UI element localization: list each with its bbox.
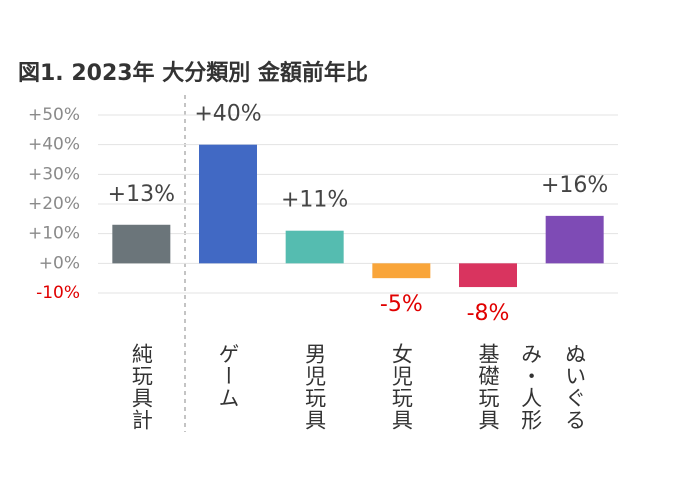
value-label: +13% <box>108 182 175 207</box>
y-tick-label: +20% <box>28 194 80 214</box>
bar <box>199 144 257 264</box>
y-tick-label: +10% <box>28 224 80 244</box>
bar <box>285 230 344 264</box>
value-label: +40% <box>194 102 261 127</box>
y-tick-label: +30% <box>28 164 80 184</box>
value-label: +16% <box>541 173 608 198</box>
bar <box>372 263 431 279</box>
x-tick-label: 純玩具計 <box>129 343 154 431</box>
bar <box>545 215 604 264</box>
y-tick-label: -10% <box>36 283 80 303</box>
y-tick-label: +40% <box>28 135 80 155</box>
value-label: +11% <box>281 188 348 213</box>
x-tick-label: 女児玩具 <box>389 343 414 431</box>
value-label: -5% <box>380 292 423 317</box>
x-tick-label: 男児玩具 <box>302 343 327 431</box>
y-tick-label: +50% <box>28 105 80 125</box>
bar <box>459 263 517 288</box>
bar <box>112 224 171 264</box>
x-tick-label: 基礎玩具 <box>476 343 500 431</box>
y-tick-label: +0% <box>39 253 80 273</box>
chart-title: 図1. 2023年 大分類別 金額前年比 <box>18 60 368 86</box>
value-label: -8% <box>467 301 510 326</box>
x-tick-label: ぬいぐるみ・人形 <box>518 343 587 431</box>
x-tick-label: ゲーム <box>216 343 240 409</box>
